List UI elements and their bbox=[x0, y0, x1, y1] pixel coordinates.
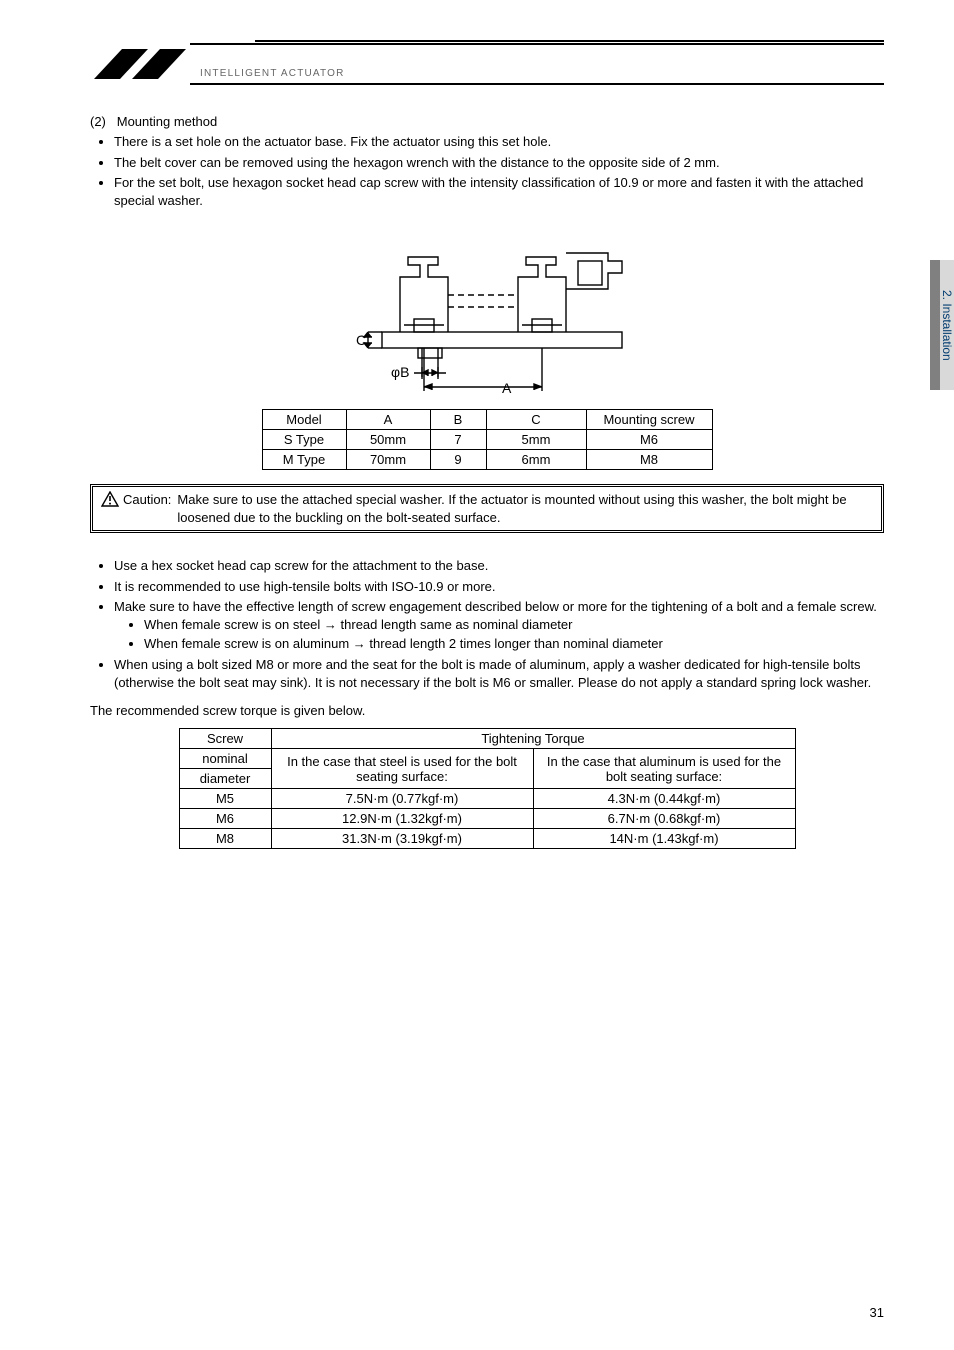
col-header: Screw bbox=[179, 729, 271, 749]
col-header: B bbox=[430, 410, 486, 430]
table-row: S Type 50mm 7 5mm M6 bbox=[262, 430, 712, 450]
list-item: When female screw is on aluminum → threa… bbox=[144, 635, 884, 653]
list-item: It is recommended to use high-tensile bo… bbox=[114, 578, 884, 596]
diagram-label-b: φB bbox=[391, 364, 409, 380]
table-row: M5 7.5N·m (0.77kgf·m) 4.3N·m (0.44kgf·m) bbox=[179, 789, 795, 809]
section-heading: (2) Mounting method bbox=[90, 114, 884, 129]
page-number: 31 bbox=[870, 1305, 884, 1320]
caution-box: Caution: Make sure to use the attached s… bbox=[90, 484, 884, 533]
mid-bullets: Use a hex socket head cap screw for the … bbox=[90, 557, 884, 691]
table-row: M8 31.3N·m (3.19kgf·m) 14N·m (1.43kgf·m) bbox=[179, 829, 795, 849]
col-header: diameter bbox=[179, 769, 271, 789]
col-header: A bbox=[346, 410, 430, 430]
col-header: In the case that aluminum is used for th… bbox=[533, 749, 795, 789]
caution-label-text: Caution: bbox=[123, 491, 171, 509]
mounting-diagram: C φB A bbox=[90, 217, 884, 397]
table-row: nominal In the case that steel is used f… bbox=[179, 749, 795, 769]
list-item: There is a set hole on the actuator base… bbox=[114, 133, 884, 151]
col-header: Tightening Torque bbox=[271, 729, 795, 749]
table-row: M Type 70mm 9 6mm M8 bbox=[262, 450, 712, 470]
brand-logo bbox=[90, 43, 190, 85]
list-item: Use a hex socket head cap screw for the … bbox=[114, 557, 884, 575]
caution-text: Make sure to use the attached special wa… bbox=[177, 491, 873, 526]
top-bullets: There is a set hole on the actuator base… bbox=[90, 133, 884, 209]
col-header: In the case that steel is used for the b… bbox=[271, 749, 533, 789]
caution-label: Caution: bbox=[101, 491, 177, 509]
col-header: C bbox=[486, 410, 586, 430]
table-row: Model A B C Mounting screw bbox=[262, 410, 712, 430]
table-row: M6 12.9N·m (1.32kgf·m) 6.7N·m (0.68kgf·m… bbox=[179, 809, 795, 829]
table-row: Screw Tightening Torque bbox=[179, 729, 795, 749]
page-content: INTELLIGENT ACTUATOR (2) Mounting method… bbox=[0, 0, 954, 879]
list-item: The belt cover can be removed using the … bbox=[114, 154, 884, 172]
page-header: INTELLIGENT ACTUATOR bbox=[90, 40, 884, 86]
sub-bullets: When female screw is on steel → thread l… bbox=[114, 616, 884, 653]
section-tab-label: 2. Installation bbox=[940, 290, 954, 361]
diagram-label-a: A bbox=[502, 380, 512, 396]
list-item: When using a bolt sized M8 or more and t… bbox=[114, 656, 884, 691]
list-item: For the set bolt, use hexagon socket hea… bbox=[114, 174, 884, 209]
list-item: Make sure to have the effective length o… bbox=[114, 598, 884, 653]
col-header: Mounting screw bbox=[586, 410, 712, 430]
section-title: Mounting method bbox=[117, 114, 217, 129]
model-table: Model A B C Mounting screw S Type 50mm 7… bbox=[262, 409, 713, 470]
torque-table: Screw Tightening Torque nominal In the c… bbox=[179, 728, 796, 849]
diagram-label-c: C bbox=[356, 332, 366, 348]
col-header: nominal bbox=[179, 749, 271, 769]
torque-intro: The recommended screw torque is given be… bbox=[90, 703, 884, 718]
list-item: When female screw is on steel → thread l… bbox=[144, 616, 884, 634]
warning-icon bbox=[101, 491, 119, 507]
section-tab: 2. Installation bbox=[930, 260, 954, 390]
col-header: Model bbox=[262, 410, 346, 430]
section-number: (2) bbox=[90, 114, 106, 129]
